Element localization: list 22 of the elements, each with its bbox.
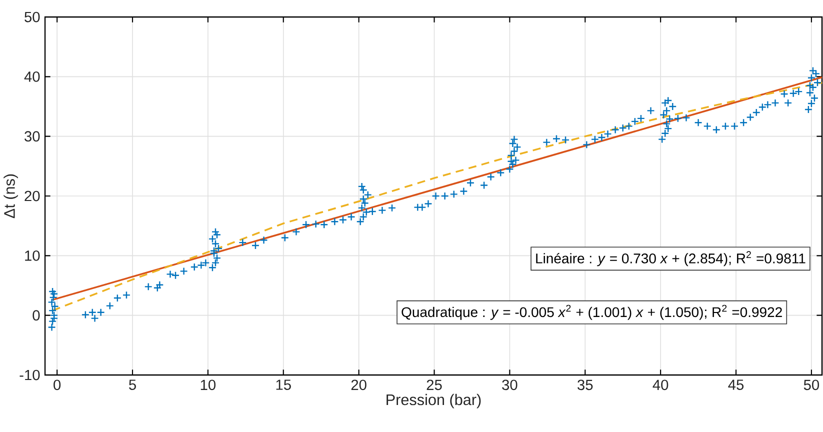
y-tick-label: -10: [20, 370, 40, 380]
x-tick-label: 0: [54, 380, 61, 390]
y-tick-label: 10: [25, 250, 40, 261]
text: Quadratique : y = -0.005 x$^{2}$ + (1.001) x + (1.050); R$^{2}$ =0.9922: [402, 304, 782, 320]
x-tick-label: 25: [426, 380, 442, 390]
x-tick-label: 40: [652, 380, 668, 390]
x-tick-label: 35: [578, 380, 593, 390]
x-axis-title: Pression (bar): [386, 394, 481, 408]
y-tick-label: 20: [24, 190, 40, 202]
x-tick-label: 30: [502, 380, 518, 390]
y-tick-label: 40: [24, 71, 40, 82]
x-tick-label: 15: [276, 380, 291, 390]
x-tick-label: 50: [804, 380, 820, 390]
annotation: Linéaire : y = 0.730 x + (2.854); R$^{2}$ =0.9811: [536, 251, 806, 266]
y-tick-label: 0: [32, 310, 40, 321]
y-tick-label: 50: [24, 12, 40, 22]
x-tick-label: 10: [200, 380, 216, 390]
x-tick-label: 45: [728, 380, 744, 390]
y-tick-label: 30: [24, 131, 40, 142]
x-tick-label: 20: [351, 380, 366, 390]
x-tick-label: 5: [129, 380, 136, 390]
y-axis-title: Δt (ns): [4, 174, 18, 218]
